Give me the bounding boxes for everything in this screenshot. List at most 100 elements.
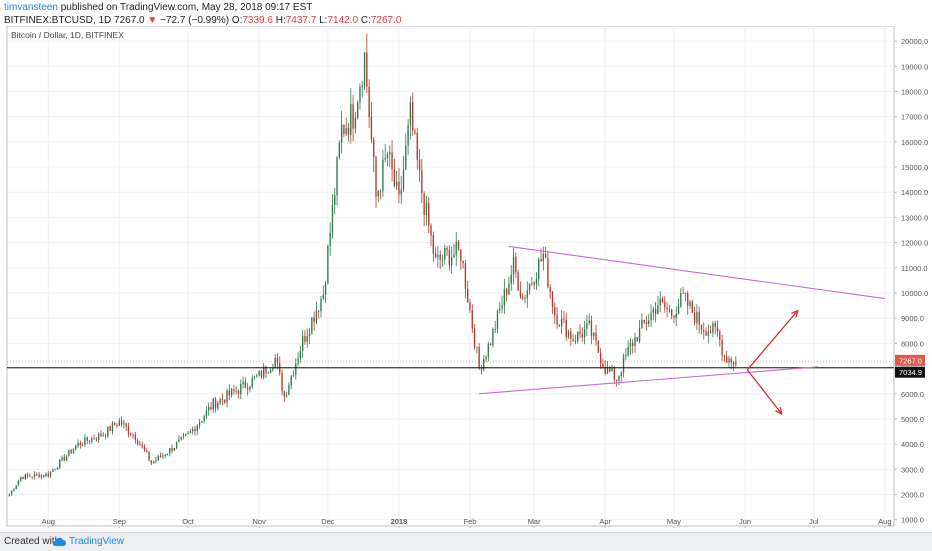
y-tick-label: 16000.0 (901, 138, 928, 147)
candle-body (230, 389, 233, 396)
chart-header: timvansteen published on TradingView.com… (4, 2, 401, 27)
candle-body (551, 291, 554, 307)
candle-body (485, 356, 487, 360)
candle-body (531, 282, 533, 284)
ohlc-line: BITFINEX:BTCUSD, 1D 7267.0 ▼ −72.7 (−0.9… (4, 14, 401, 27)
candle-body (634, 337, 636, 346)
price-badge-label: 7034.9 (899, 368, 922, 377)
x-tick-label: Oct (182, 517, 195, 526)
candle-body (542, 253, 545, 261)
candle-body (84, 437, 86, 446)
x-tick-label: May (667, 517, 681, 526)
candle-body (47, 473, 49, 477)
candle-body (620, 372, 622, 376)
candle-body (237, 391, 240, 395)
candle-body (354, 117, 357, 129)
candle-body (61, 457, 63, 460)
x-tick-label: Sep (113, 517, 126, 526)
candle-body (318, 310, 320, 312)
candle-body (185, 434, 187, 436)
candle-body (214, 398, 217, 409)
candle-body (476, 347, 478, 348)
x-tick-label: Mar (528, 517, 541, 526)
candle-body (659, 298, 661, 306)
candle-body (324, 283, 327, 295)
candle-body (400, 189, 402, 195)
candle-body (219, 399, 221, 403)
y-tick-label: 14000.0 (901, 188, 928, 197)
candle-body (432, 235, 434, 254)
candle-body (36, 474, 38, 475)
candle-body (244, 381, 247, 388)
candle-body (210, 406, 212, 410)
author-link[interactable]: timvansteen (4, 2, 58, 13)
symbol-label: BITFINEX:BTCUSD, 1D (4, 15, 112, 26)
candle-body (515, 256, 517, 272)
candle-body (627, 346, 629, 356)
candle-body (263, 366, 265, 378)
candle-body (677, 306, 680, 314)
close-label: C: (360, 15, 371, 26)
candle-body (256, 375, 258, 377)
candle-body (428, 202, 430, 226)
candle-body (63, 457, 65, 461)
candle-body (10, 490, 13, 495)
drawings (7, 245, 894, 415)
candle-body (258, 371, 260, 376)
candle-body (593, 332, 595, 337)
lower-trendline (479, 366, 819, 395)
candle-body (361, 85, 363, 87)
candle-body (107, 426, 109, 437)
candle-body (689, 301, 691, 306)
candle-body (150, 460, 153, 464)
candle-body (157, 455, 159, 461)
x-tick-label: 2018 (391, 517, 408, 526)
candle-body (304, 336, 306, 342)
candle-body (235, 391, 237, 393)
candle-body (295, 363, 297, 375)
candle-body (162, 455, 164, 457)
candle-body (56, 467, 59, 470)
price-chart[interactable]: 1000.02000.03000.04000.05000.06000.07000… (0, 26, 932, 528)
candle-body (281, 372, 283, 392)
candle-body (81, 445, 84, 446)
candle-body (636, 337, 638, 342)
upper-trendline (508, 245, 885, 300)
candle-body (86, 437, 88, 441)
candle-body (597, 340, 600, 353)
footer-bar: Created with TradingView (0, 532, 932, 551)
candle-body (363, 52, 366, 86)
candle-body (638, 328, 641, 342)
candle-body (505, 288, 508, 295)
candle-body (267, 372, 269, 374)
candle-body (315, 310, 318, 322)
candle-body (26, 474, 29, 476)
candle-body (687, 293, 689, 306)
candle-body (728, 358, 730, 363)
candle-body (246, 387, 249, 390)
candle-body (205, 410, 208, 417)
candle-body (583, 328, 586, 338)
candle-body (641, 320, 643, 329)
candle-body (666, 307, 668, 310)
y-tick-label: 18000.0 (901, 87, 928, 96)
candle-body (434, 253, 437, 258)
candle-body (301, 336, 304, 352)
candle-body (379, 190, 382, 192)
candle-body (306, 335, 308, 342)
tradingview-brand[interactable]: TradingView (52, 533, 124, 551)
candle-body (471, 310, 473, 329)
candle-body (437, 254, 439, 258)
candle-body (382, 159, 384, 192)
candle-body (189, 431, 192, 434)
arrow-up (746, 310, 799, 371)
candle-body (116, 425, 118, 427)
candle-body (540, 259, 542, 261)
candle-body (178, 439, 180, 443)
x-tick-label: Dec (321, 517, 335, 526)
candle-body (721, 340, 723, 356)
candle-body (483, 359, 485, 370)
candle-body (579, 331, 581, 335)
candle-body (340, 124, 343, 143)
candle-body (501, 305, 503, 309)
